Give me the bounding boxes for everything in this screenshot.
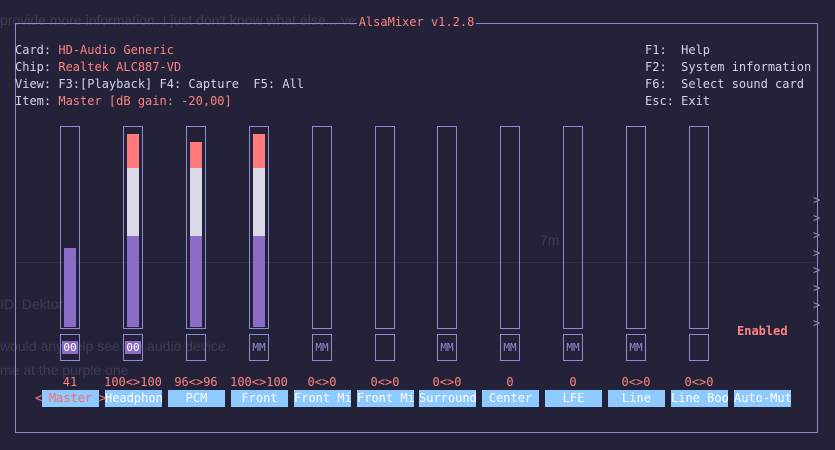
channel-value: 0<>0 (370, 375, 400, 389)
volume-slider[interactable] (563, 126, 583, 329)
volume-slider[interactable] (249, 126, 269, 329)
channel-value: 96<>96 (174, 375, 218, 389)
volume-slider[interactable] (689, 126, 709, 329)
selection-left-arrow: < (35, 391, 43, 405)
level-fill-high (190, 142, 202, 168)
mute-state: MM (252, 341, 266, 354)
window-title: AlsaMixer v1.2.8 (356, 15, 477, 29)
scroll-right-arrows[interactable]: > > > > > > > > (813, 193, 821, 330)
help-keys: F1: Help F2: System information F6: Sele… (645, 42, 811, 110)
card-info: Card: HD-Audio Generic Chip: Realtek ALC… (15, 43, 304, 108)
mute-toggle[interactable]: MM (500, 334, 520, 361)
volume-slider[interactable] (123, 126, 143, 329)
mute-toggle[interactable]: MM (312, 334, 332, 361)
mute-toggle[interactable]: MM (563, 334, 583, 361)
level-fill-high (127, 134, 139, 168)
background-text: 7m (540, 232, 560, 248)
mute-state: MM (315, 341, 329, 354)
mute-state: MM (566, 341, 580, 354)
mute-state: MM (629, 341, 643, 354)
volume-slider[interactable] (626, 126, 646, 329)
level-fill-mid (190, 168, 202, 236)
channel-label[interactable]: Master (42, 390, 99, 407)
level-fill-high (253, 134, 265, 168)
channel-value: 0<>0 (684, 375, 714, 389)
help-f2[interactable]: F2: System information (645, 60, 812, 74)
channel-label[interactable]: Center (482, 390, 539, 407)
channel-label[interactable]: Front Mi (357, 390, 414, 407)
channel-label[interactable]: Line Boo (671, 390, 728, 407)
mute-toggle[interactable]: MM (249, 334, 269, 361)
mute-toggle[interactable] (375, 334, 395, 361)
mute-state: MM (440, 341, 454, 354)
channel-label[interactable]: Surround (419, 390, 476, 407)
channel-value: 0 (506, 375, 514, 389)
channel-label[interactable]: Front (231, 390, 288, 407)
channel-value: 0<>0 (432, 375, 462, 389)
mute-toggle[interactable]: 00 (60, 334, 80, 361)
mute-toggle[interactable]: MM (626, 334, 646, 361)
level-fill-mid (127, 168, 139, 236)
level-fill-low (64, 248, 76, 327)
background-text: provide more information. I just don't k… (0, 12, 433, 28)
channel-label[interactable]: LFE (545, 390, 602, 407)
volume-slider[interactable] (312, 126, 332, 329)
auto-mute-state[interactable]: Enabled (737, 324, 788, 338)
mute-state: MM (503, 341, 517, 354)
divider (15, 262, 815, 263)
mute-toggle[interactable] (186, 334, 206, 361)
background-text: me at the purple one (0, 362, 129, 378)
mute-toggle[interactable]: 00 (123, 334, 143, 361)
channel-value: 100<>100 (104, 375, 162, 389)
mute-state: 00 (62, 341, 78, 354)
channel-value: 0<>0 (621, 375, 651, 389)
channel-label[interactable]: Front Mi (294, 390, 351, 407)
help-f1[interactable]: F1: Help (645, 43, 711, 57)
level-fill-mid (253, 168, 265, 236)
mute-state: 00 (125, 341, 141, 354)
volume-slider[interactable] (437, 126, 457, 329)
volume-slider[interactable] (186, 126, 206, 329)
channel-label[interactable]: Auto-Mut (734, 390, 791, 407)
mute-toggle[interactable]: MM (437, 334, 457, 361)
selection-right-arrow: > (99, 391, 107, 405)
volume-slider[interactable] (375, 126, 395, 329)
background-text: would any help see the audio device. (0, 338, 230, 354)
volume-slider[interactable] (500, 126, 520, 329)
channel-value: 41 (62, 375, 78, 389)
help-f6[interactable]: F6: Select sound card (645, 77, 804, 91)
channel-label[interactable]: Line (608, 390, 665, 407)
channel-value: 100<>100 (230, 375, 288, 389)
level-fill-low (190, 236, 202, 327)
channel-value: 0<>0 (307, 375, 337, 389)
channel-label[interactable]: Headphon (105, 390, 162, 407)
mute-toggle[interactable] (689, 334, 709, 361)
channel-value: 0 (569, 375, 577, 389)
channel-label[interactable]: PCM (168, 390, 225, 407)
volume-slider[interactable] (60, 126, 80, 329)
level-fill-low (253, 236, 265, 327)
alsamixer-window: AlsaMixer v1.2.8 (15, 15, 818, 433)
help-esc[interactable]: Esc: Exit (645, 94, 711, 108)
level-fill-low (127, 236, 139, 327)
